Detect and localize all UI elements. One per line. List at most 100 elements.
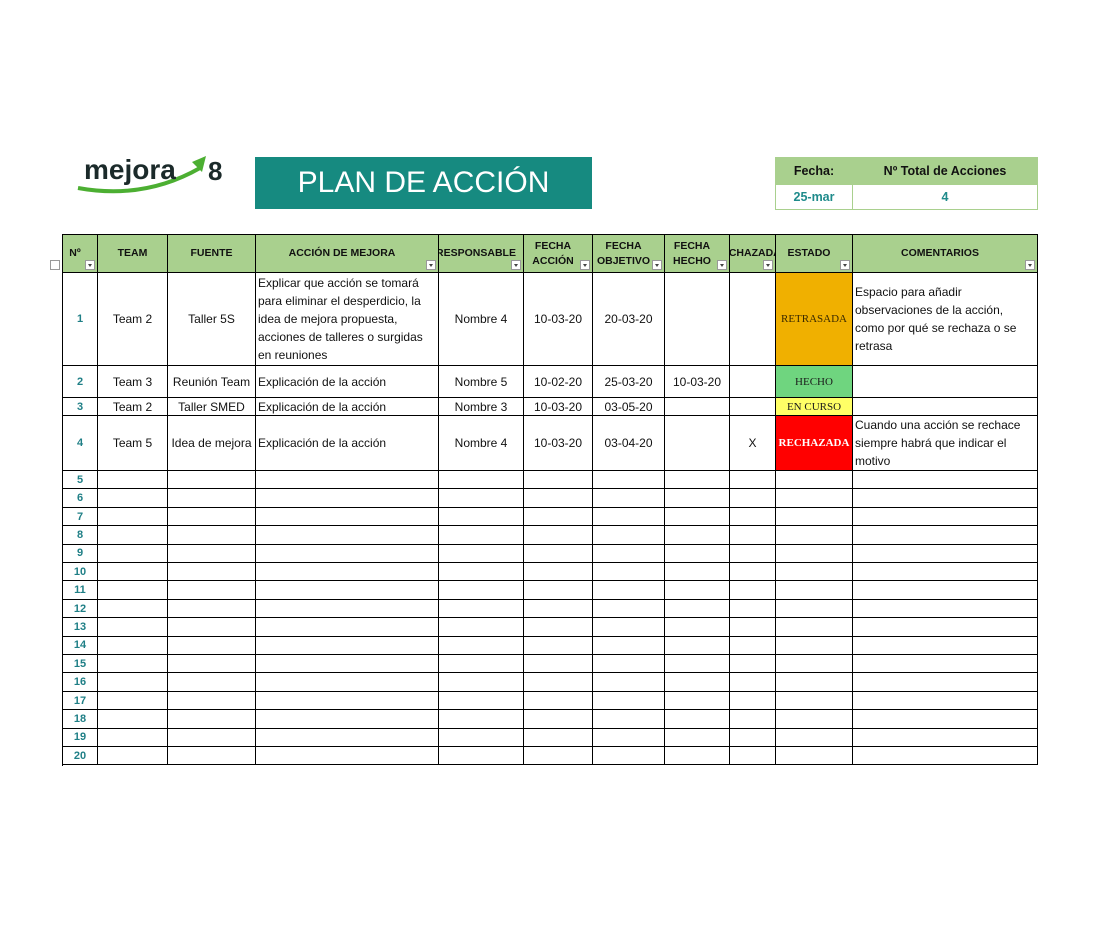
empty-cell [524, 489, 593, 508]
empty-cell [168, 710, 256, 729]
empty-cell [524, 618, 593, 637]
empty-cell [665, 544, 730, 563]
empty-cell [256, 747, 439, 766]
empty-cell [98, 544, 168, 563]
row-number: 11 [63, 581, 98, 600]
row-number: 7 [63, 507, 98, 527]
cell: Nombre 5 [439, 366, 524, 398]
empty-cell [665, 655, 730, 674]
row-number: 4 [63, 416, 98, 471]
cell: Nombre 3 [439, 398, 524, 416]
header-cell: FUENTE [168, 235, 256, 273]
empty-cell [168, 599, 256, 619]
empty-cell [776, 563, 853, 582]
filter-button[interactable] [85, 260, 95, 270]
empty-cell [853, 673, 1038, 692]
empty-cell [853, 563, 1038, 582]
empty-cell [665, 398, 730, 416]
empty-cell [524, 581, 593, 600]
status-cell: HECHO [776, 366, 853, 398]
empty-cell [730, 747, 776, 766]
filter-button[interactable] [717, 260, 727, 270]
empty-cell [168, 544, 256, 563]
empty-cell [256, 636, 439, 655]
row-filter-icon[interactable] [50, 260, 60, 270]
empty-cell [853, 366, 1038, 398]
empty-cell [593, 507, 665, 527]
empty-cell [730, 398, 776, 416]
cell: Team 3 [98, 366, 168, 398]
action-table: Nº TEAM FUENTE ACCIÓN DE MEJORA RESPONSABLE F… [62, 234, 1038, 766]
row-number: 12 [63, 599, 98, 619]
cell: 10-03-20 [524, 416, 593, 471]
empty-cell [853, 728, 1038, 747]
summary-header: Fecha: [776, 158, 853, 185]
empty-cell [439, 618, 524, 637]
header-cell: Nº [63, 235, 98, 273]
empty-cell [593, 710, 665, 729]
cell: Taller 5S [168, 273, 256, 366]
empty-cell [776, 471, 853, 490]
filter-button[interactable] [511, 260, 521, 270]
empty-cell [98, 728, 168, 747]
empty-cell [776, 728, 853, 747]
row-number: 5 [63, 471, 98, 490]
logo-number: 8 [208, 156, 223, 186]
empty-cell [665, 471, 730, 490]
header-cell: TEAM [98, 235, 168, 273]
empty-cell [439, 507, 524, 527]
empty-cell [256, 599, 439, 619]
filter-button[interactable] [763, 260, 773, 270]
filter-button[interactable] [652, 260, 662, 270]
filter-button[interactable] [580, 260, 590, 270]
empty-cell [593, 655, 665, 674]
empty-cell [593, 673, 665, 692]
summary-value: 4 [853, 185, 1038, 210]
empty-cell [730, 728, 776, 747]
empty-cell [168, 691, 256, 711]
empty-cell [665, 563, 730, 582]
empty-cell [256, 471, 439, 490]
empty-cell [98, 489, 168, 508]
empty-cell [524, 747, 593, 766]
filter-button[interactable] [426, 260, 436, 270]
empty-cell [853, 599, 1038, 619]
header-cell: ESTADO [776, 235, 853, 273]
cell: Nombre 4 [439, 273, 524, 366]
empty-cell [168, 747, 256, 766]
empty-cell [168, 471, 256, 490]
empty-cell [98, 618, 168, 637]
empty-cell [524, 544, 593, 563]
empty-cell [168, 618, 256, 637]
empty-cell [665, 526, 730, 545]
empty-cell [439, 691, 524, 711]
filter-button[interactable] [840, 260, 850, 270]
header-cell: COMENTARIOS [853, 235, 1038, 273]
empty-cell [439, 599, 524, 619]
logo-arrow [77, 156, 206, 194]
empty-cell [730, 636, 776, 655]
row-number: 20 [63, 747, 98, 766]
row-number: 10 [63, 563, 98, 582]
empty-cell [256, 710, 439, 729]
cell: Taller SMED [168, 398, 256, 416]
cell: 20-03-20 [593, 273, 665, 366]
row-number: 13 [63, 618, 98, 637]
filter-button[interactable] [1025, 260, 1035, 270]
cell: 03-05-20 [593, 398, 665, 416]
empty-cell [665, 636, 730, 655]
cell: Explicar que acción se tomará para elimi… [256, 273, 439, 366]
empty-cell [98, 655, 168, 674]
empty-cell [439, 489, 524, 508]
empty-cell [593, 544, 665, 563]
empty-cell [776, 618, 853, 637]
empty-cell [524, 728, 593, 747]
cell: Team 2 [98, 273, 168, 366]
empty-cell [98, 747, 168, 766]
empty-cell [593, 747, 665, 766]
cell: Nombre 4 [439, 416, 524, 471]
empty-cell [439, 673, 524, 692]
empty-cell [593, 581, 665, 600]
empty-cell [524, 636, 593, 655]
summary-table: Fecha: 25-mar Nº Total de Acciones 4 [775, 157, 1038, 210]
